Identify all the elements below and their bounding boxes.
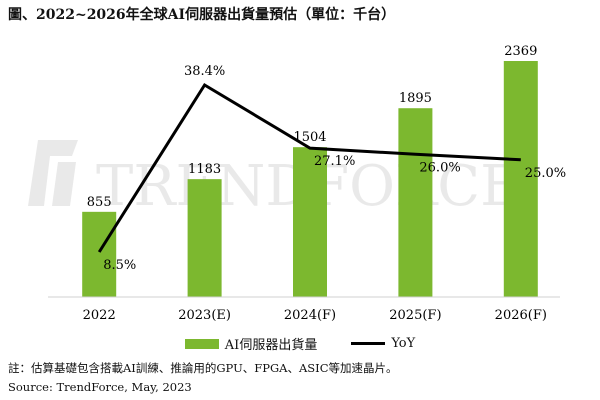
yoy-value-label: 27.1%: [314, 154, 355, 169]
bar-2022: [82, 211, 117, 297]
bar-2023(E): [187, 179, 222, 297]
bar-value-label: 1504: [293, 130, 326, 145]
legend-item-yoy: YoY: [351, 334, 415, 353]
x-tick-label: 2025(F): [389, 308, 441, 323]
x-tick-label: 2023(E): [178, 308, 231, 323]
legend-label-shipments: AI伺服器出貨量: [224, 338, 318, 353]
legend-label-yoy: YoY: [391, 336, 416, 351]
bar-2024(F): [293, 147, 327, 297]
x-tick-label: 2024(F): [284, 308, 336, 323]
legend-swatch-bar: [184, 338, 219, 349]
yoy-value-label: 8.5%: [103, 258, 136, 273]
bar-value-label: 855: [87, 195, 112, 210]
x-tick-label: 2022: [83, 308, 116, 323]
yoy-value-label: 38.4%: [184, 64, 225, 79]
yoy-value-label: 25.0%: [525, 166, 566, 181]
bar-value-label: 1895: [399, 91, 432, 106]
chart-title: 圖、2022~2026年全球AI伺服器出貨量預估（單位：千台）: [8, 7, 396, 23]
bar-value-label: 1183: [188, 162, 221, 177]
x-tick-label: 2026(F): [495, 308, 547, 323]
bar-value-label: 2369: [504, 44, 537, 59]
footnote: 註：估算基礎包含搭載AI訓練、推論用的GPU、FPGA、ASIC等加速晶片。: [8, 361, 398, 375]
legend-item-shipments: AI伺服器出貨量: [184, 334, 318, 353]
legend-swatch-line: [351, 342, 386, 345]
legend: AI伺服器出貨量 YoY: [0, 334, 600, 353]
yoy-series-line: [97, 82, 521, 253]
yoy-value-label: 26.0%: [419, 160, 460, 175]
bar-2026(F): [503, 61, 538, 297]
bar-2025(F): [398, 108, 433, 297]
source-line: Source: TrendForce, May, 2023: [8, 380, 192, 394]
